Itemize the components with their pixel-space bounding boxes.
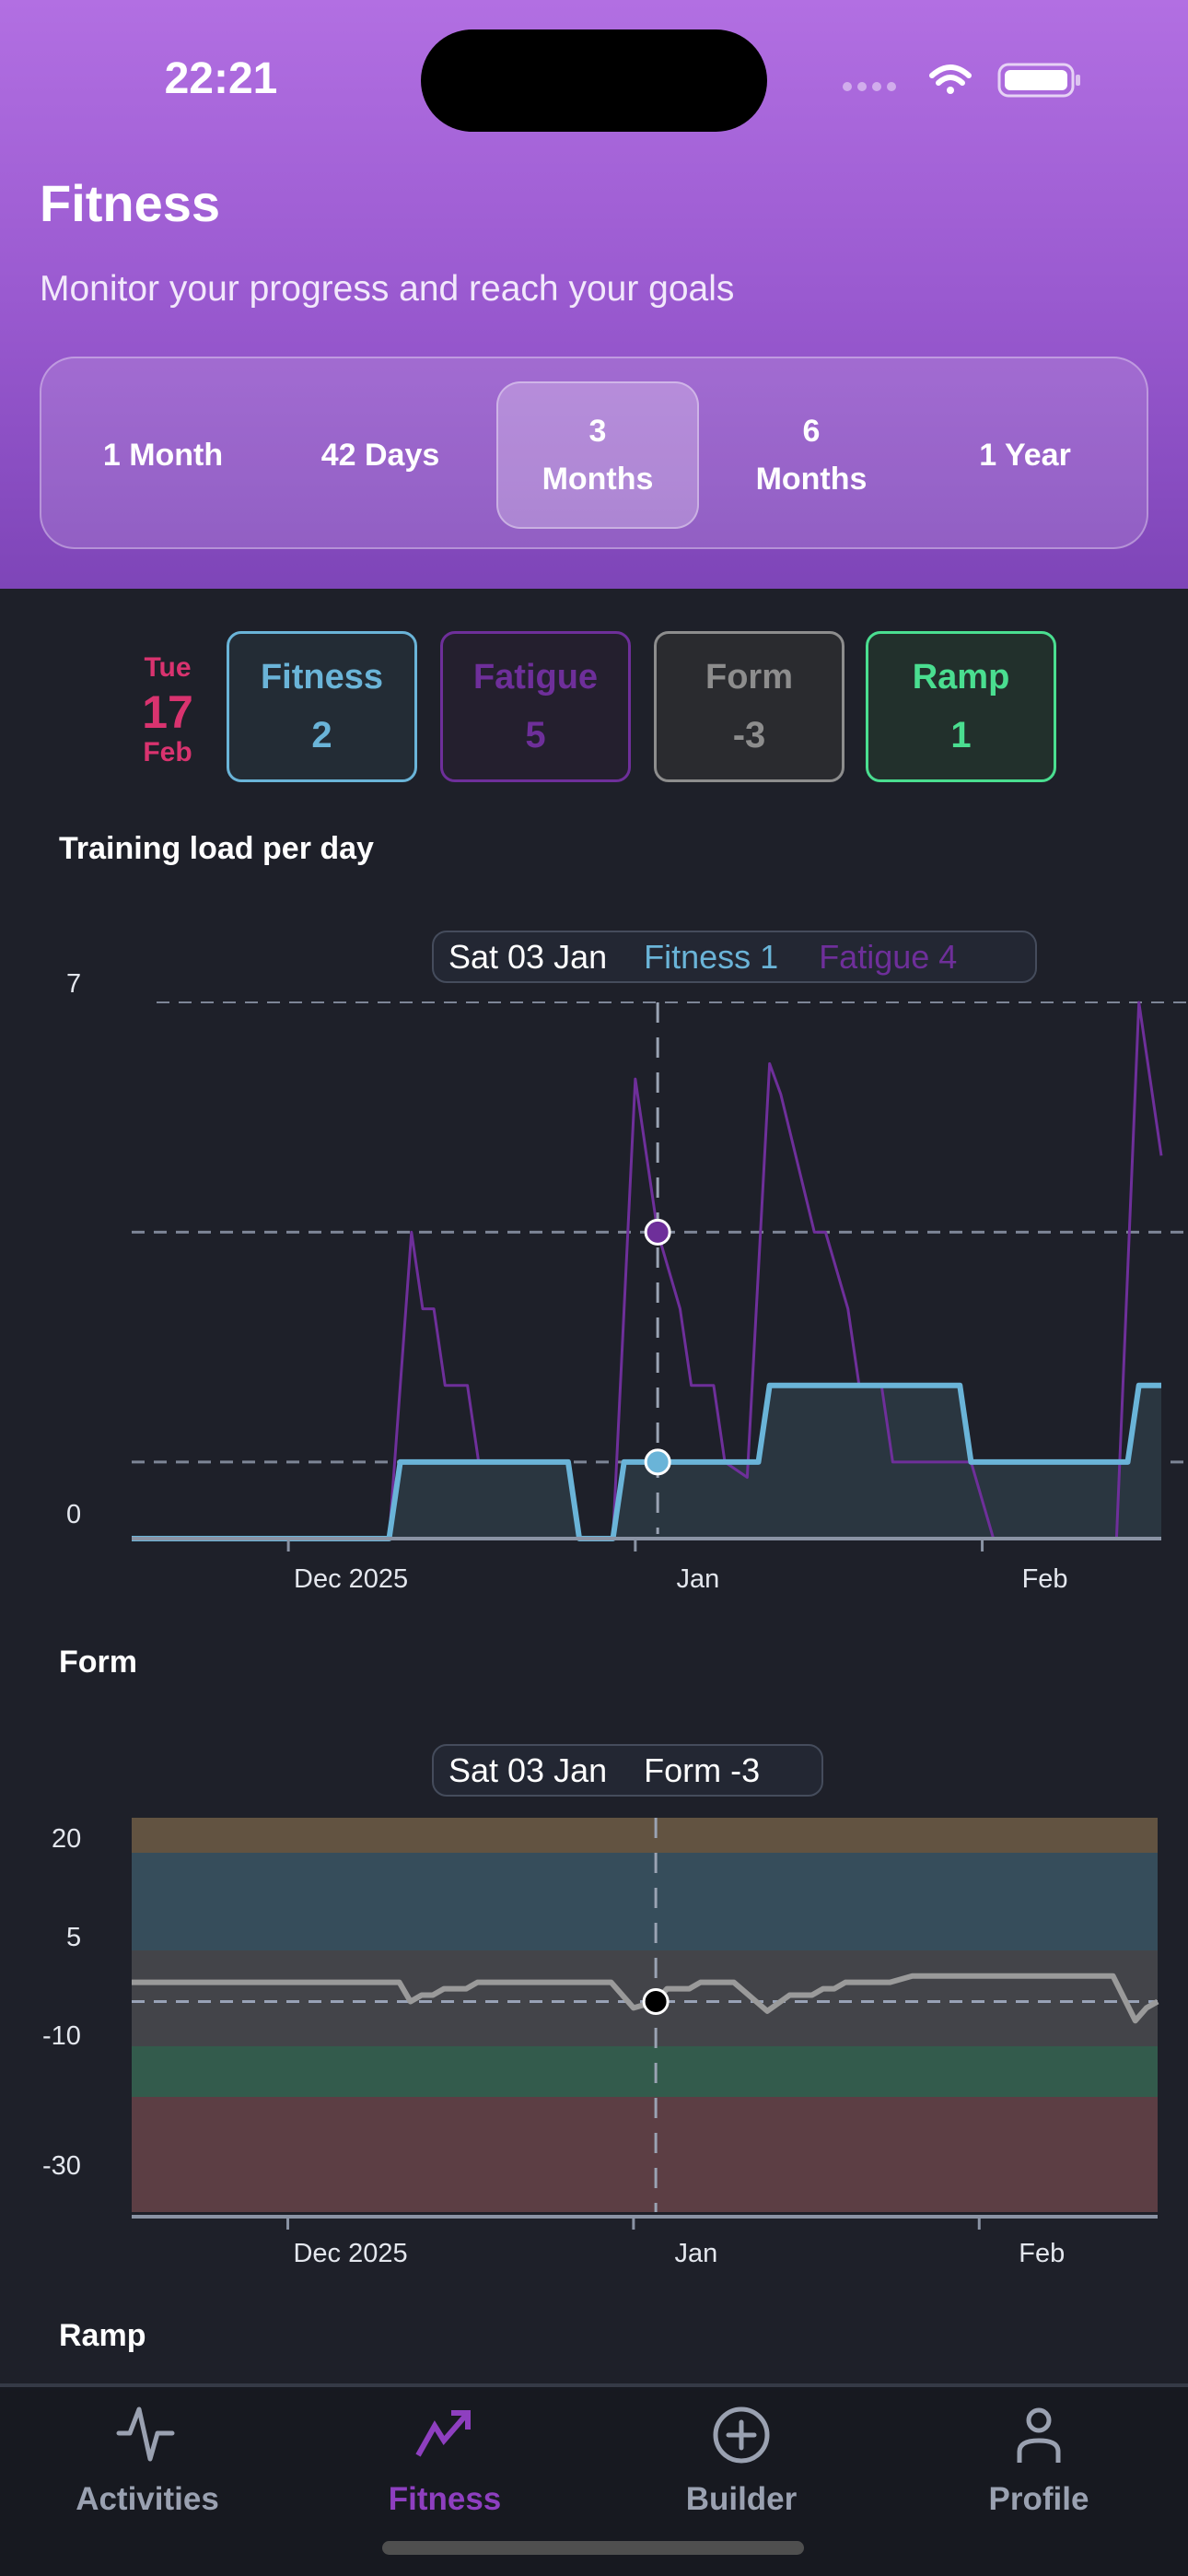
tooltip-fatigue: Fatigue 4	[819, 937, 958, 976]
tab-fitness[interactable]: Fitness	[334, 2406, 555, 2544]
y-tick-label: -30	[42, 2151, 81, 2181]
date-day: 17	[142, 686, 193, 738]
page-subtitle: Monitor your progress and reach your goa…	[40, 269, 735, 309]
y-tick-label: 20	[52, 1824, 82, 1854]
ramp-value: 1	[950, 715, 972, 755]
x-tick-label: Jan	[674, 2239, 718, 2268]
form-zone-band	[132, 1818, 1158, 1853]
x-tick-label: Dec 2025	[293, 2239, 408, 2268]
tooltip-date: Sat 03 Jan	[448, 937, 608, 976]
form-line	[132, 1973, 1159, 2024]
bottom-tab-bar: Activities Fitness Builder Profile	[0, 2383, 1188, 2576]
training-tooltip: Sat 03 Jan Fitness 1 Fatigue 4	[432, 931, 1037, 983]
form-card: Form -3	[654, 631, 844, 782]
form-zone-band	[132, 2097, 1158, 2212]
fatigue-point	[644, 1218, 671, 1246]
x-tick-label: Dec 2025	[294, 1564, 409, 1594]
trending-up-icon	[415, 2410, 471, 2457]
segment-1-month[interactable]: 1 Month	[102, 438, 224, 473]
ramp-card: Ramp 1	[866, 631, 1056, 782]
form-value: -3	[732, 715, 766, 755]
tab-label: Fitness	[388, 2481, 502, 2517]
ramp-title: Ramp	[59, 2318, 146, 2353]
segment-6-months[interactable]: 6 Months	[755, 414, 868, 497]
tab-label: Profile	[988, 2481, 1089, 2517]
page-title: Fitness	[40, 174, 221, 232]
x-tick-label: Jan	[676, 1564, 720, 1594]
tab-label: Builder	[685, 2481, 798, 2517]
wifi-icon	[929, 64, 972, 94]
y-tick-label: -10	[42, 2021, 81, 2051]
date-weekday: Tue	[144, 652, 192, 683]
fatigue-card: Fatigue 5	[440, 631, 631, 782]
form-label: Form	[705, 658, 793, 697]
dynamic-island	[421, 29, 767, 132]
home-indicator	[382, 2541, 804, 2555]
tab-profile[interactable]: Profile	[928, 2406, 1149, 2544]
form-title: Form	[59, 1645, 137, 1680]
y-tick-label: 0	[66, 1500, 82, 1529]
battery-icon	[997, 63, 1080, 98]
tab-activities[interactable]: Activities	[37, 2406, 258, 2544]
segment-1-year[interactable]: 1 Year	[979, 438, 1071, 473]
date-month: Feb	[143, 737, 192, 767]
training-load-title: Training load per day	[59, 831, 374, 866]
plus-circle-icon	[713, 2406, 770, 2464]
segment-3-months[interactable]: 3 Months	[496, 381, 699, 529]
activity-pulse-icon	[116, 2406, 175, 2462]
tooltip-date: Sat 03 Jan	[448, 1751, 608, 1789]
fatigue-value: 5	[525, 715, 546, 755]
tab-label: Activities	[76, 2481, 219, 2517]
fatigue-line	[132, 1001, 1163, 1540]
y-tick-label: 5	[66, 1923, 82, 1952]
form-zone-band	[132, 2046, 1158, 2097]
fitness-line	[132, 1382, 1161, 1541]
fatigue-label: Fatigue	[472, 658, 599, 697]
form-tooltip: Sat 03 Jan Form -3	[432, 1744, 823, 1797]
segment-42-days[interactable]: 42 Days	[320, 438, 440, 473]
cellular-dots-icon	[843, 82, 896, 91]
ramp-label: Ramp	[912, 658, 1010, 697]
fitness-point	[644, 1448, 671, 1476]
tooltip-fitness: Fitness 1	[644, 937, 779, 976]
x-tick-label: Feb	[1021, 1564, 1068, 1594]
fitness-card: Fitness 2	[227, 631, 417, 782]
fitness-label: Fitness	[260, 658, 384, 697]
form-point	[642, 1987, 670, 2015]
status-time: 22:21	[164, 54, 278, 103]
tab-builder[interactable]: Builder	[631, 2406, 852, 2544]
x-tick-label: Feb	[1019, 2239, 1066, 2268]
status-icons	[843, 63, 1080, 98]
tooltip-form: Form -3	[644, 1751, 761, 1789]
person-icon	[1017, 2407, 1061, 2463]
form-zone-band	[132, 1853, 1158, 1950]
time-range-segmented-control: 1 Month 42 Days 3 Months 6 Months 1 Year	[40, 357, 1148, 549]
fitness-value: 2	[311, 715, 332, 755]
y-tick-label: 7	[66, 969, 82, 999]
